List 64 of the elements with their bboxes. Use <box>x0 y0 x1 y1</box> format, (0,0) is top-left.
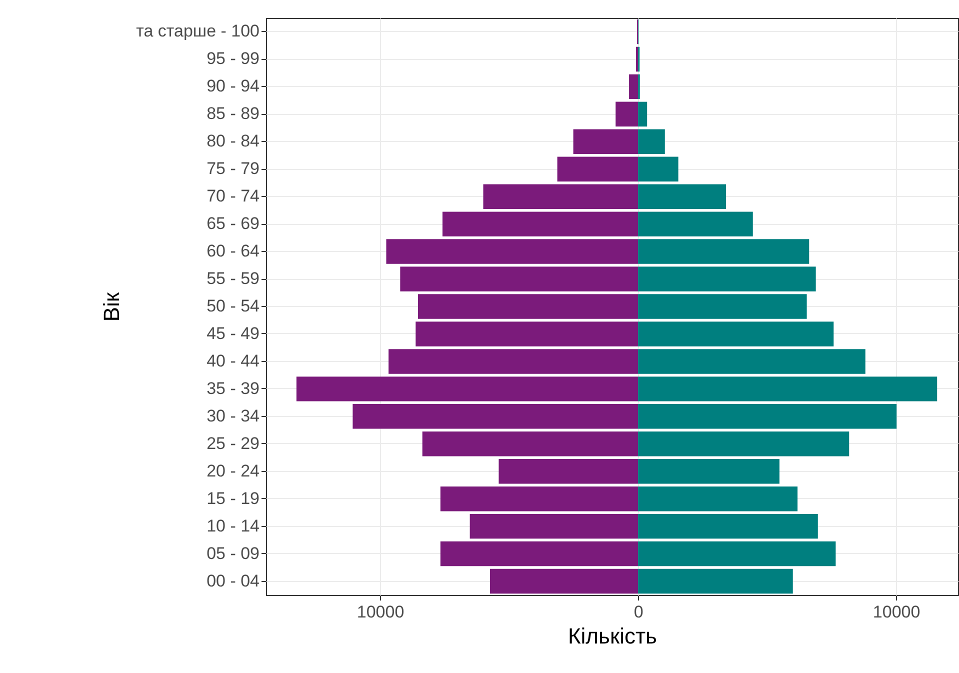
bar <box>440 541 638 566</box>
bar <box>638 239 810 264</box>
y-tick-label: 50 - 54 <box>206 296 260 316</box>
y-tick-label: 60 - 64 <box>206 242 260 261</box>
bar <box>636 46 638 72</box>
y-tick-label: 30 - 34 <box>206 406 260 426</box>
bar <box>422 432 638 456</box>
bar <box>557 156 638 182</box>
x-tick-label: 0 <box>634 602 644 622</box>
bar <box>638 404 897 429</box>
bar <box>638 266 816 292</box>
bar <box>638 184 726 209</box>
bar <box>440 486 638 512</box>
x-tick-label: 10000 <box>356 602 404 622</box>
y-tick-label: 90 - 94 <box>206 76 260 96</box>
y-tick-label: 20 - 24 <box>206 461 260 480</box>
bar <box>616 102 638 127</box>
bar <box>483 184 638 209</box>
bar <box>442 212 638 236</box>
bar <box>638 212 753 236</box>
y-tick-label: 05 - 09 <box>206 544 260 563</box>
bar <box>352 404 638 429</box>
bar <box>638 486 798 512</box>
bar <box>498 458 638 484</box>
y-tick-label: 35 - 39 <box>206 378 260 398</box>
bar <box>400 266 638 292</box>
y-tick-label: 65 - 69 <box>206 214 260 234</box>
bar <box>416 322 638 346</box>
bar <box>470 514 638 539</box>
bar <box>638 349 866 374</box>
bar <box>638 432 850 456</box>
y-axis-title: Вік <box>99 292 124 322</box>
x-tick-label: 10000 <box>872 602 920 622</box>
y-tick-label: 80 - 84 <box>206 132 260 151</box>
y-tick-label: 00 - 04 <box>206 571 260 590</box>
y-tick-label: та старше - 100 <box>136 22 260 41</box>
bar <box>638 156 678 182</box>
y-tick-label: 40 - 44 <box>206 351 260 370</box>
bar <box>638 129 665 154</box>
bar <box>638 322 834 346</box>
bar <box>573 129 638 154</box>
y-tick-label: 25 - 29 <box>206 434 260 453</box>
bar <box>296 376 638 402</box>
y-tick-label: 15 - 19 <box>206 488 260 508</box>
bar <box>638 541 836 566</box>
y-tick-label: 45 - 49 <box>206 324 260 343</box>
bar <box>629 74 638 100</box>
bar <box>638 376 938 402</box>
y-tick-label: 55 - 59 <box>206 269 260 288</box>
bar <box>638 568 793 594</box>
bar <box>388 349 638 374</box>
y-tick-label: 75 - 79 <box>206 159 260 178</box>
y-tick-label: 95 - 99 <box>206 49 260 68</box>
bar <box>638 102 648 127</box>
bar <box>418 294 638 319</box>
bar <box>638 514 818 539</box>
y-tick-label: 70 - 74 <box>206 186 260 206</box>
bar <box>490 568 638 594</box>
bar <box>386 239 638 264</box>
y-tick-label: 10 - 14 <box>206 516 260 536</box>
y-tick-label: 85 - 89 <box>206 104 260 124</box>
x-axis-title: Кількість <box>568 624 658 648</box>
bar <box>638 294 807 319</box>
bar <box>638 458 780 484</box>
